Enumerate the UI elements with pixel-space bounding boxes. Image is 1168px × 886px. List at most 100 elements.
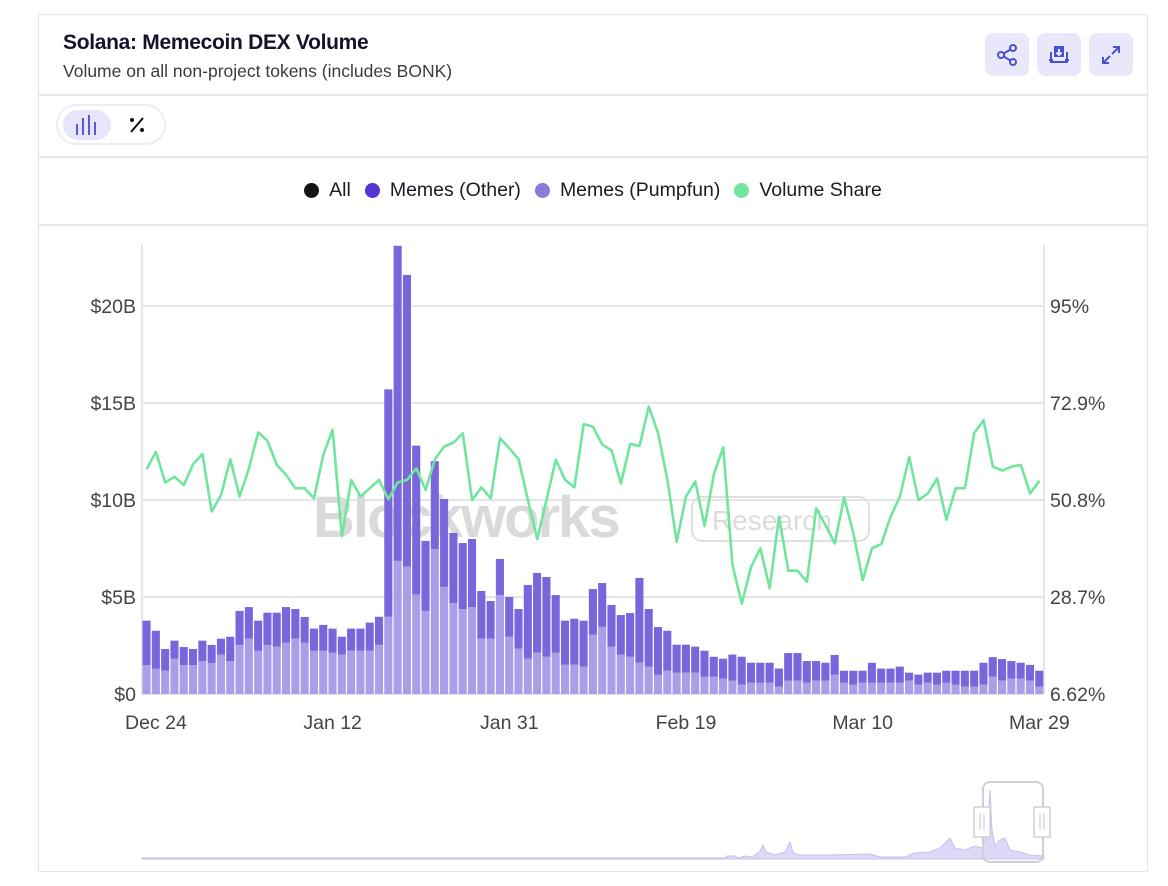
divider bbox=[39, 156, 1147, 158]
range-navigator[interactable] bbox=[141, 781, 1051, 863]
bar-memes-other bbox=[886, 668, 895, 683]
bar-memes-pumpfun bbox=[291, 638, 300, 694]
legend-item-memes-pumpfun[interactable]: Memes (Pumpfun) bbox=[534, 179, 720, 202]
bar-memes-pumpfun bbox=[570, 664, 579, 694]
bar-memes-pumpfun bbox=[486, 638, 495, 694]
legend-item-volume-share[interactable]: Volume Share bbox=[734, 179, 882, 202]
bar-memes-pumpfun bbox=[319, 650, 328, 694]
y-tick-label: $5B bbox=[101, 587, 136, 609]
bar-memes-other bbox=[560, 620, 570, 665]
legend-item-memes-other[interactable]: Memes (Other) bbox=[364, 179, 521, 202]
bar-memes-other bbox=[263, 612, 272, 645]
bar-memes-pumpfun bbox=[263, 644, 272, 694]
bar-memes-other bbox=[663, 630, 672, 671]
bar-memes-pumpfun bbox=[849, 684, 858, 694]
bar-memes-other bbox=[644, 609, 653, 667]
bar-memes-other bbox=[970, 670, 979, 687]
bar-memes-pumpfun bbox=[533, 652, 542, 694]
bar-memes-other bbox=[598, 583, 607, 627]
y2-tick-label: 95% bbox=[1050, 296, 1089, 318]
y2-tick-label: 6.62% bbox=[1050, 684, 1105, 706]
bar-memes-pumpfun bbox=[467, 607, 477, 694]
bar-memes-pumpfun bbox=[700, 676, 709, 694]
bar-memes-other bbox=[300, 616, 309, 643]
bar-memes-other bbox=[672, 644, 681, 673]
bar-memes-pumpfun bbox=[970, 686, 979, 694]
bar-memes-other bbox=[1035, 670, 1044, 687]
bar-memes-other bbox=[467, 538, 477, 608]
download-button[interactable] bbox=[1037, 33, 1081, 76]
bar-memes-other bbox=[691, 646, 700, 673]
x-tick-label: Feb 19 bbox=[656, 712, 717, 734]
bar-memes-other bbox=[802, 661, 811, 683]
bar-memes-other bbox=[207, 644, 216, 663]
navigator-left-handle[interactable] bbox=[973, 806, 991, 838]
bar-memes-other bbox=[858, 670, 867, 683]
bar-memes-other bbox=[653, 627, 663, 675]
bar-memes-other bbox=[821, 662, 830, 681]
bar-memes-pumpfun bbox=[839, 682, 849, 694]
bar-memes-other bbox=[309, 628, 318, 651]
bar-memes-pumpfun bbox=[356, 650, 365, 694]
percent-view-button[interactable] bbox=[113, 110, 161, 140]
bar-memes-pumpfun bbox=[542, 656, 551, 694]
share-icon bbox=[997, 43, 1017, 66]
x-tick-label: Dec 24 bbox=[125, 712, 187, 734]
bar-memes-pumpfun bbox=[821, 680, 830, 694]
bar-memes-other bbox=[374, 616, 384, 645]
bar-memes-other bbox=[709, 656, 718, 677]
bar-memes-pumpfun bbox=[960, 686, 969, 694]
bar-memes-pumpfun bbox=[988, 676, 997, 694]
bar-memes-pumpfun bbox=[347, 650, 356, 694]
bar-memes-other bbox=[784, 653, 793, 681]
bar-memes-pumpfun bbox=[802, 682, 811, 694]
bar-memes-other bbox=[179, 647, 188, 666]
share-button[interactable] bbox=[985, 33, 1029, 76]
bar-memes-pumpfun bbox=[505, 636, 514, 694]
view-toggle bbox=[56, 104, 166, 145]
bar-memes-pumpfun bbox=[681, 672, 690, 694]
bar-memes-pumpfun bbox=[616, 654, 625, 694]
bar-memes-other bbox=[188, 648, 198, 666]
bar-memes-pumpfun bbox=[812, 680, 821, 694]
expand-button[interactable] bbox=[1089, 33, 1133, 76]
y-tick-label: $10B bbox=[90, 490, 136, 512]
bar-memes-pumpfun bbox=[198, 661, 207, 694]
bar-memes-pumpfun bbox=[737, 684, 746, 694]
legend-label: Memes (Other) bbox=[389, 179, 521, 201]
bar-memes-pumpfun bbox=[626, 656, 635, 694]
bar-memes-pumpfun bbox=[393, 560, 402, 694]
bar-memes-pumpfun bbox=[328, 652, 337, 694]
absolute-view-button[interactable] bbox=[63, 110, 111, 140]
svg-text:Research: Research bbox=[712, 505, 832, 536]
bar-memes-pumpfun bbox=[923, 682, 932, 694]
navigator-right-handle[interactable] bbox=[1033, 806, 1051, 838]
bar-memes-pumpfun bbox=[161, 670, 170, 694]
bar-memes-other bbox=[914, 674, 923, 685]
bar-memes-other bbox=[932, 672, 942, 685]
bar-memes-other bbox=[151, 630, 160, 669]
bar-memes-other bbox=[337, 636, 346, 655]
bar-memes-pumpfun bbox=[560, 664, 570, 694]
bar-memes-pumpfun bbox=[598, 626, 607, 694]
y-tick-label: $0 bbox=[114, 684, 136, 706]
bar-memes-other bbox=[737, 656, 746, 685]
bar-memes-other bbox=[486, 601, 495, 639]
bar-memes-other bbox=[393, 245, 402, 561]
bar-memes-pumpfun bbox=[216, 654, 225, 694]
bar-memes-other bbox=[449, 532, 458, 603]
bar-memes-pumpfun bbox=[728, 680, 737, 694]
bar-memes-other bbox=[849, 670, 858, 685]
bar-memes-pumpfun bbox=[932, 684, 942, 694]
legend-item-all[interactable]: All bbox=[304, 179, 351, 202]
bar-memes-pumpfun bbox=[235, 644, 244, 694]
bar-memes-pumpfun bbox=[151, 668, 160, 694]
bar-memes-pumpfun bbox=[384, 616, 393, 694]
bar-memes-pumpfun bbox=[746, 682, 756, 694]
bar-memes-pumpfun bbox=[449, 602, 458, 694]
bar-memes-pumpfun bbox=[188, 665, 198, 694]
bar-memes-other bbox=[384, 389, 393, 617]
legend-dot bbox=[304, 183, 320, 198]
bar-memes-other bbox=[291, 609, 300, 639]
bar-memes-pumpfun bbox=[374, 644, 384, 694]
